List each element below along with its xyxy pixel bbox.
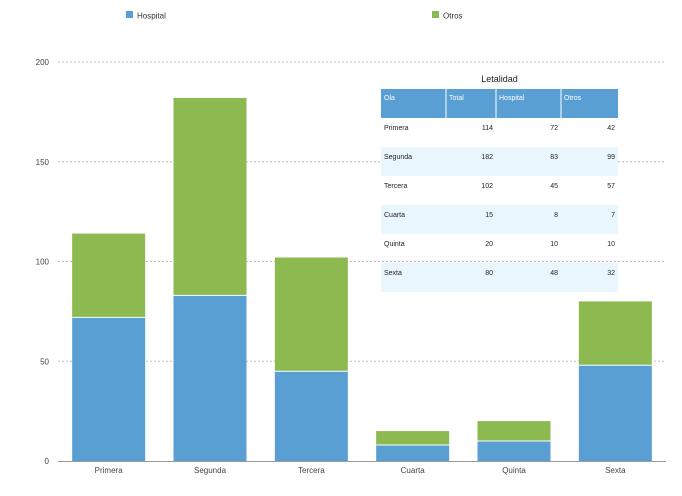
bar-hospital-cuarta bbox=[376, 445, 450, 461]
x-tick-label: Sexta bbox=[605, 466, 626, 475]
y-tick-label: 150 bbox=[36, 158, 50, 167]
table-cell: 20 bbox=[485, 241, 493, 248]
table-row-stripe bbox=[381, 263, 618, 292]
table-cell: 32 bbox=[607, 270, 615, 277]
table-cell: 182 bbox=[481, 154, 493, 161]
y-tick-label: 100 bbox=[36, 258, 50, 267]
bar-otros-cuarta bbox=[376, 431, 450, 446]
table-cell: 83 bbox=[550, 154, 558, 161]
bar-hospital-tercera bbox=[274, 371, 348, 461]
table-header-row bbox=[381, 89, 618, 118]
table-cell: 45 bbox=[550, 183, 558, 190]
bar-hospital-primera bbox=[72, 317, 146, 461]
letalidad-table: Letalidad Ola Total Hospital Otros Primera 114… bbox=[381, 74, 618, 292]
table-cell: Quinta bbox=[384, 241, 405, 248]
legend-swatch-otros bbox=[432, 11, 439, 18]
table-cell: Tercera bbox=[384, 183, 407, 190]
table-header-cell: Otros bbox=[564, 95, 582, 102]
table-cell: 57 bbox=[607, 183, 615, 190]
table-cell: 114 bbox=[482, 125, 493, 132]
table-cell: 10 bbox=[607, 241, 615, 248]
table-cell: 72 bbox=[550, 125, 558, 132]
legend-label-hospital: Hospital bbox=[137, 12, 166, 21]
table-row-stripe bbox=[381, 147, 618, 176]
x-tick-label: Cuarta bbox=[401, 466, 426, 475]
table-title: Letalidad bbox=[481, 74, 518, 84]
table-cell: 8 bbox=[554, 212, 558, 219]
bar-hospital-quinta bbox=[477, 441, 551, 461]
bar-otros-primera bbox=[72, 233, 146, 318]
y-tick-label: 200 bbox=[36, 58, 50, 67]
x-tick-label: Quinta bbox=[502, 466, 526, 475]
table-cell: 102 bbox=[481, 183, 493, 190]
bar-otros-segunda bbox=[173, 97, 247, 296]
table-cell: Sexta bbox=[384, 270, 402, 277]
table-cell: Cuarta bbox=[384, 212, 405, 219]
legend-label-otros: Otros bbox=[443, 12, 463, 21]
table-header-cell: Total bbox=[449, 95, 464, 102]
legend-swatch-hospital bbox=[126, 11, 133, 18]
table-cell: 48 bbox=[550, 270, 558, 277]
table-header-cell: Ola bbox=[384, 95, 395, 102]
x-tick-label: Tercera bbox=[298, 466, 325, 475]
table-cell: Segunda bbox=[384, 154, 412, 161]
x-tick-label: Segunda bbox=[194, 466, 227, 475]
x-tick-label: Primera bbox=[95, 466, 124, 475]
bar-otros-sexta bbox=[578, 301, 652, 366]
bar-otros-quinta bbox=[477, 421, 551, 442]
y-tick-label: 50 bbox=[40, 357, 49, 366]
y-tick-label: 0 bbox=[45, 457, 50, 466]
bar-hospital-sexta bbox=[578, 365, 652, 461]
table-header-cell: Hospital bbox=[499, 95, 525, 102]
table-cell: 7 bbox=[611, 212, 615, 219]
table-cell: 42 bbox=[607, 125, 615, 132]
bar-otros-tercera bbox=[274, 257, 348, 372]
table-cell: 99 bbox=[607, 154, 615, 161]
table-cell: Primera bbox=[384, 125, 409, 132]
table-row-stripe bbox=[381, 205, 618, 234]
table-cell: 15 bbox=[485, 212, 493, 219]
table-cell: 10 bbox=[550, 241, 558, 248]
bar-hospital-segunda bbox=[173, 295, 247, 461]
table-cell: 80 bbox=[485, 270, 493, 277]
